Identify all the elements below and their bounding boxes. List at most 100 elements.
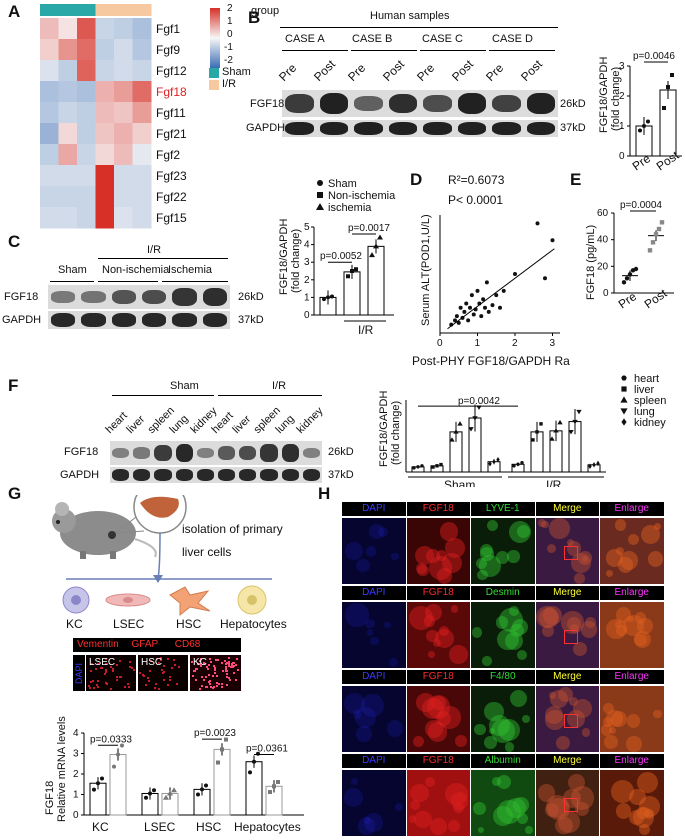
blot-band [111,313,136,327]
e-point [650,240,656,245]
h-tissue-blob [484,736,498,749]
h-tissue-blob [495,616,509,630]
g-cell-dot [132,668,135,671]
g-cell-dot [90,680,93,683]
h-tissue-blob [478,554,501,577]
g-cell-dot [200,685,203,688]
h-tissue-blob [574,573,586,584]
b-point [642,124,646,128]
g-cell-dot [221,662,224,665]
g-cell-dot [92,686,95,689]
g-cell-dot [228,664,231,667]
g-point [152,788,156,793]
h-tissue-blob [602,702,615,714]
blot-band [133,468,151,482]
legend-swatch-ir [209,80,219,90]
b-case-a: CASE A [285,33,325,45]
h-tissue-blob [546,543,556,554]
blot-band [81,313,106,327]
c-row-fgf18: FGF18 [4,291,39,303]
heatmap-gene-label: Fgf1 [156,22,180,36]
c-point [377,234,383,240]
h-tissue-blob [478,826,485,833]
h-tissue-blob [369,523,385,539]
b-fgf18-blot [282,90,558,117]
f-legend-label: kidney [634,417,666,429]
heatmap-cell [77,18,96,40]
f-row-gapdh: GAPDH [60,469,100,481]
g-cell-dot [159,658,162,661]
b-case-line [489,50,555,51]
group-bar-cell [95,4,115,16]
heatmap-cell [132,39,152,61]
h-tissue-blob [610,710,627,728]
blot-band [142,289,167,305]
h-tissue-blob [439,626,449,637]
b-lane-label: Post [310,57,338,84]
heatmap-group-label: group [251,5,280,17]
blot-band [175,443,193,463]
g-cell-dot [195,667,198,670]
blot-band [423,121,452,136]
h-tissue-blob [615,625,627,637]
b-row-fgf18: FGF18 [250,98,285,110]
g-cell-dot [214,669,217,672]
h-tissue-blob [549,691,557,699]
blot-band [492,121,521,136]
heatmap-cell [58,165,78,187]
blot-band [133,447,151,459]
h-channel-label: LYVE-1 [471,502,535,516]
h-tissue-blob [568,696,578,707]
g-cell-dot [201,675,204,678]
h-tissue-blob [606,618,627,640]
g-ylabel-2: Relative mRNA levels [56,716,68,822]
b-point [638,128,642,133]
g-point [167,790,173,796]
g-cell-dot [177,665,180,668]
blot-band [281,444,299,462]
heatmap-cell [114,60,133,82]
h-tissue-blob [638,823,651,835]
h-tissue-blob [525,825,533,834]
g-cell-dot [147,680,150,683]
e-ytick-label: 60 [597,208,609,219]
g-cell-dot [169,675,172,678]
g-point [120,743,124,748]
c-ytick-label: 2 [304,275,310,286]
h-tissue-blob [474,723,486,736]
h-tissue-blob [436,549,448,561]
h-tissue-blob [543,606,563,626]
h-tissue-blob [561,611,584,634]
g-cell-dot [196,663,199,666]
b-case-c: CASE C [422,33,463,45]
g-cell-dot [228,663,231,666]
h-tissue-blob [506,797,527,818]
g-cell-dot [226,661,229,664]
h-tissue-blob [451,792,469,810]
g-point [100,776,104,781]
g-bar [245,761,263,816]
h-tissue-blob [426,630,439,643]
panel-label-a: A [8,2,21,21]
g-cell-dot [147,676,150,679]
h-tissue-blob [555,816,574,835]
h-tissue-blob [570,624,580,634]
g-cell-dot [208,658,211,661]
h-micrograph-tile [471,518,535,584]
d-point [466,318,471,323]
group-bar-cell [132,4,152,16]
g-cell-dot [119,675,122,678]
h-tissue-blob [412,735,424,748]
h-tissue-blob [370,636,379,645]
f-point [457,421,463,426]
d-point [513,272,517,276]
g-cell-dot [215,681,218,684]
h-micrograph-tile [471,602,535,668]
g-cell-dot [224,659,227,662]
g-cell-dot [116,676,119,679]
h-tissue-blob [366,629,373,636]
g-cell-dot [88,685,91,688]
d-point [479,314,484,319]
heatmap-cell [95,18,115,40]
h-micrograph-tile [535,770,599,836]
